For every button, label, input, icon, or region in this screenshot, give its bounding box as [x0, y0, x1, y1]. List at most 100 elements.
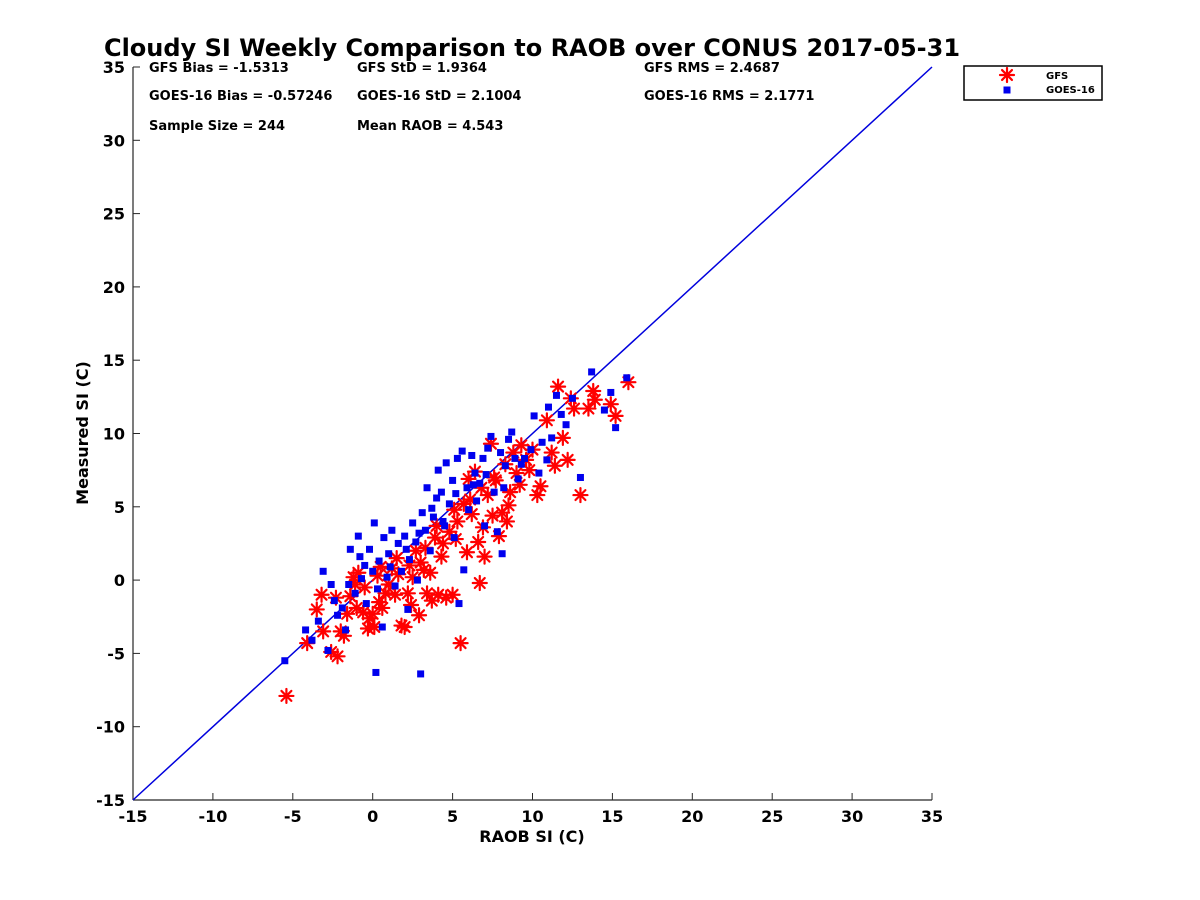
- y-tick-label: 15: [103, 351, 125, 370]
- goes16-point: [557, 410, 565, 418]
- x-tick-label: 10: [521, 807, 543, 826]
- legend-goes16-label: GOES-16: [1046, 85, 1095, 96]
- goes16-point: [453, 454, 461, 462]
- goes16-point: [314, 617, 322, 625]
- gfs-point: [494, 504, 511, 521]
- gfs-point: [449, 513, 466, 530]
- x-tick-label: 30: [841, 807, 863, 826]
- goes16-point: [409, 519, 417, 527]
- goes16-point: [442, 459, 450, 467]
- goes16-point: [441, 522, 449, 530]
- y-tick-label: 20: [103, 278, 125, 297]
- goes16-point: [612, 424, 620, 432]
- goes16-point: [404, 605, 412, 613]
- goes16-point: [308, 636, 316, 644]
- gfs-point: [434, 535, 452, 552]
- goes16-point: [450, 534, 458, 542]
- goes16-point: [302, 626, 310, 634]
- goes-bias-stat: GOES-16 Bias = -0.57246: [149, 89, 332, 104]
- goes16-point: [412, 538, 420, 546]
- y-tick-label: 30: [103, 131, 125, 150]
- gfs-point: [607, 407, 624, 425]
- gfs-point: [500, 497, 517, 514]
- goes16-point: [319, 567, 327, 575]
- goes16-point: [552, 391, 560, 399]
- goes16-point: [527, 446, 535, 454]
- goes16-point: [426, 547, 434, 555]
- goes16-point: [372, 668, 380, 676]
- goes16-point: [388, 526, 396, 534]
- goes16-point: [327, 580, 335, 588]
- goes16-point: [413, 576, 421, 584]
- goes16-point: [394, 539, 402, 547]
- gfs-point: [458, 544, 476, 561]
- goes-rms-stat: GOES-16 RMS = 2.1771: [644, 89, 814, 104]
- goes16-point: [481, 522, 489, 530]
- gfs-rms-stat: GFS RMS = 2.4687: [644, 61, 780, 76]
- gfs-point: [396, 618, 413, 636]
- mean-raob-stat: Mean RAOB = 4.543: [357, 119, 503, 134]
- goes16-point: [530, 412, 538, 420]
- goes16-point: [576, 473, 584, 481]
- goes16-series: [281, 368, 631, 678]
- gfs-point: [586, 391, 603, 408]
- gfs-point: [308, 601, 325, 618]
- legend-goes16-marker: [1003, 86, 1011, 94]
- gfs-point: [444, 586, 461, 603]
- y-ticks: 35 30 25 20 15 10 5 0 -5 -10 -15: [96, 58, 140, 810]
- x-axis-label: RAOB SI (C): [479, 827, 584, 846]
- y-axis-label: Measured SI (C): [73, 361, 92, 505]
- gfs-point: [498, 513, 516, 530]
- gfs-bias-stat: GFS Bias = -1.5313: [149, 61, 289, 76]
- x-tick-label: 5: [447, 807, 458, 826]
- gfs-point: [471, 574, 488, 592]
- gfs-point: [386, 586, 404, 603]
- goes16-point: [401, 532, 409, 540]
- goes16-point: [468, 451, 476, 459]
- goes16-point: [458, 447, 466, 455]
- goes16-point: [421, 526, 429, 534]
- goes16-point: [493, 528, 501, 536]
- goes16-point: [369, 567, 377, 575]
- y-tick-label: 35: [103, 58, 125, 77]
- goes16-point: [497, 449, 505, 457]
- goes16-point: [397, 567, 405, 575]
- goes16-point: [386, 563, 394, 571]
- y-tick-label: 5: [114, 498, 125, 517]
- gfs-point: [484, 507, 501, 524]
- y-tick-label: 0: [114, 571, 125, 590]
- goes16-point: [490, 488, 498, 496]
- goes16-point: [588, 368, 596, 376]
- legend-gfs-marker: [998, 66, 1016, 84]
- gfs-point: [433, 548, 450, 565]
- goes16-point: [568, 394, 576, 402]
- goes16-point: [514, 475, 522, 483]
- goes16-point: [334, 611, 342, 619]
- x-tick-label: 0: [367, 807, 378, 826]
- goes16-point: [471, 469, 479, 477]
- goes16-point: [375, 557, 383, 565]
- goes16-point: [449, 476, 457, 484]
- gfs-point: [315, 623, 332, 640]
- goes16-point: [463, 484, 471, 492]
- goes16-point: [473, 497, 481, 505]
- goes16-point: [535, 469, 543, 477]
- goes16-point: [391, 582, 399, 590]
- goes16-point: [433, 494, 441, 502]
- goes16-point: [445, 500, 453, 508]
- y-tick-label: -15: [96, 791, 125, 810]
- goes16-point: [361, 561, 369, 569]
- gfs-point: [486, 469, 503, 486]
- goes16-point: [358, 575, 366, 583]
- goes16-point: [417, 670, 425, 678]
- goes16-point: [434, 466, 442, 474]
- one-to-one-reference-line: [132, 66, 933, 801]
- gfs-point: [549, 378, 567, 395]
- goes16-point: [508, 428, 516, 436]
- goes16-point: [370, 519, 378, 527]
- goes16-point: [362, 600, 370, 608]
- goes16-point: [439, 517, 447, 525]
- gfs-point: [546, 457, 563, 474]
- gfs-point: [374, 599, 391, 617]
- x-tick-label: 20: [681, 807, 703, 826]
